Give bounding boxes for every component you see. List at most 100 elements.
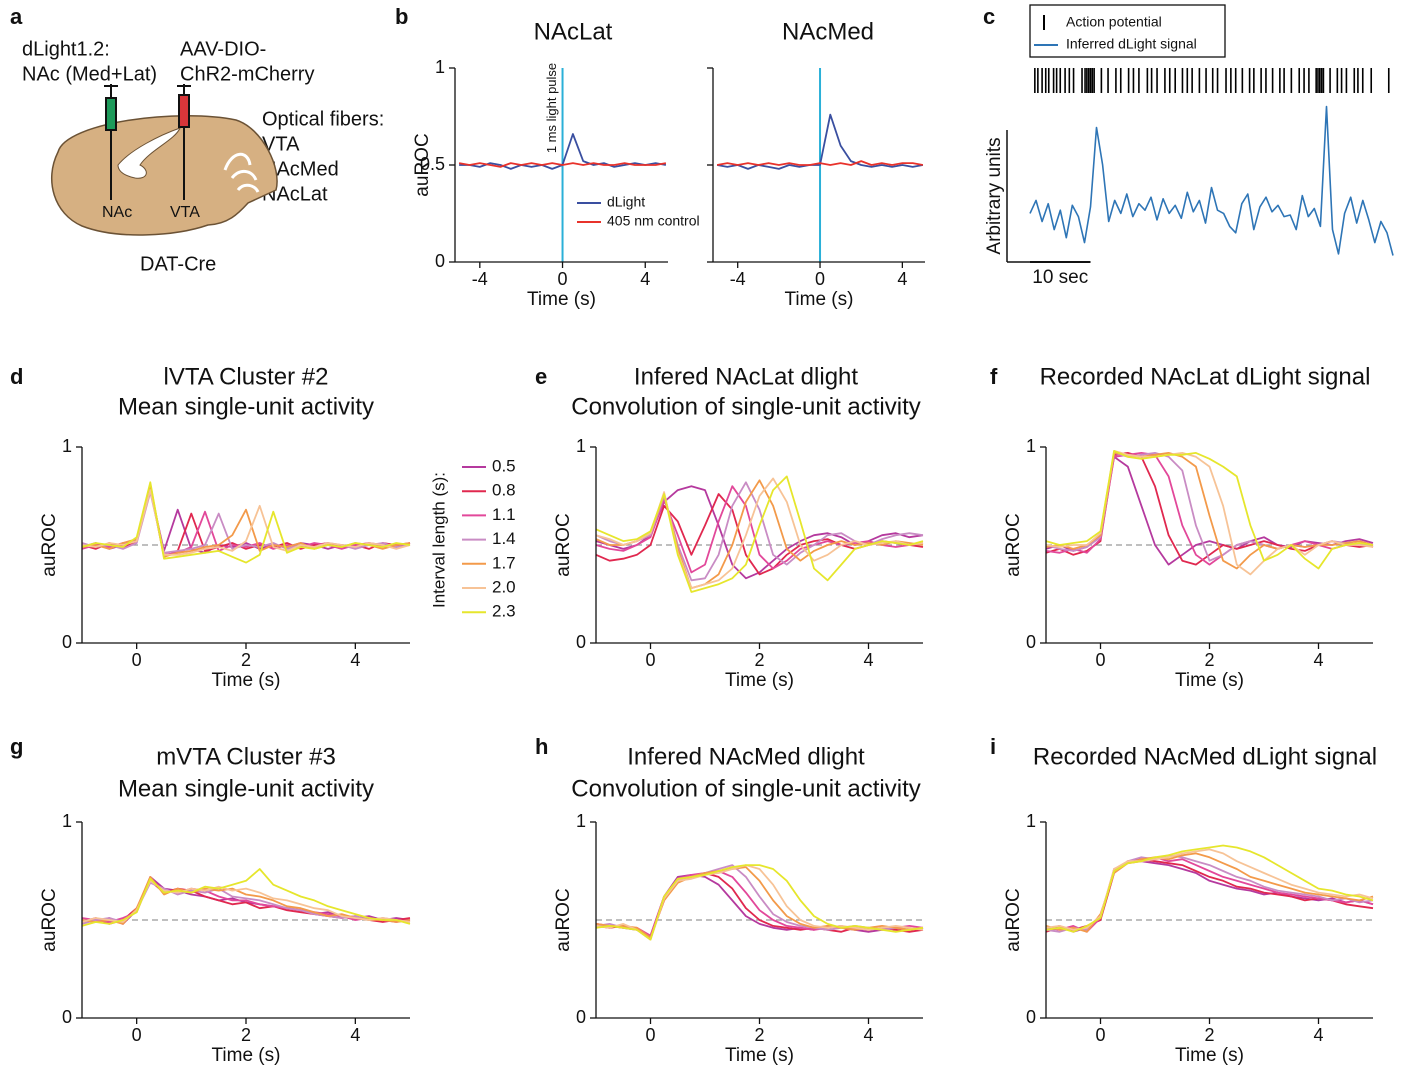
series-line bbox=[1045, 452, 1374, 566]
x-tick-label: 0 bbox=[558, 269, 568, 289]
x-tick-label: -4 bbox=[730, 269, 746, 289]
x-tick-label: 4 bbox=[350, 1025, 360, 1045]
legend-label: 1.1 bbox=[492, 505, 516, 524]
series-line bbox=[1045, 450, 1374, 576]
y-tick-label: 1 bbox=[576, 811, 586, 831]
legend-title: Interval length (s): bbox=[429, 472, 448, 608]
x-axis-label: Time (s) bbox=[527, 289, 596, 310]
chart-title: mVTA Cluster #3 bbox=[156, 743, 336, 770]
y-tick-label: 0 bbox=[1026, 632, 1036, 652]
x-axis-label: Time (s) bbox=[725, 1045, 794, 1066]
chart-subtitle: Mean single-unit activity bbox=[118, 775, 374, 802]
panel-label: a bbox=[10, 4, 23, 29]
y-tick-label: 1 bbox=[62, 811, 72, 831]
virus-label: dLight1.2: bbox=[22, 38, 110, 60]
x-tick-label: 4 bbox=[863, 650, 873, 670]
series-line bbox=[595, 866, 924, 939]
series-line bbox=[81, 489, 411, 556]
x-tick-label: 0 bbox=[132, 1025, 142, 1045]
y-axis-label: auROC bbox=[412, 133, 433, 196]
x-tick-label: 4 bbox=[1313, 1025, 1323, 1045]
x-tick-label: 2 bbox=[754, 1025, 764, 1045]
x-tick-label: 0 bbox=[645, 650, 655, 670]
trace-line bbox=[1029, 105, 1394, 256]
series-line bbox=[595, 485, 924, 574]
scale-bar-label: 10 sec bbox=[1032, 267, 1088, 288]
y-tick-label: 0 bbox=[1026, 1007, 1036, 1027]
chart-subtitle: Convolution of single-unit activity bbox=[571, 393, 921, 420]
panel-label: d bbox=[10, 364, 23, 389]
series-line bbox=[1045, 455, 1374, 566]
panel-label: i bbox=[990, 734, 996, 759]
virus-label: NAc (Med+Lat) bbox=[22, 63, 157, 85]
series-line bbox=[716, 113, 924, 170]
chart-title: NAcMed bbox=[782, 18, 874, 45]
y-tick-label: 0 bbox=[62, 1007, 72, 1027]
series-line bbox=[595, 864, 924, 941]
legend-label: 2.0 bbox=[492, 577, 516, 596]
legend-box bbox=[1029, 4, 1226, 58]
y-tick-label: 0 bbox=[435, 251, 445, 271]
syringe bbox=[178, 94, 190, 128]
x-tick-label: 2 bbox=[1204, 1025, 1214, 1045]
fiber-label: NAcLat bbox=[262, 183, 328, 205]
x-axis-label: Time (s) bbox=[725, 670, 794, 691]
cerebellum bbox=[223, 152, 260, 193]
panel-label: h bbox=[535, 734, 548, 759]
x-tick-label: 0 bbox=[645, 1025, 655, 1045]
chart-title: Infered NAcMed dlight bbox=[627, 743, 865, 770]
x-tick-label: 4 bbox=[1313, 650, 1323, 670]
panel-label: g bbox=[10, 734, 23, 759]
y-tick-label: 1 bbox=[435, 57, 445, 77]
event-label: 1 ms light pulse bbox=[544, 63, 559, 153]
y-axis-label: auROC bbox=[1003, 513, 1024, 576]
y-tick-label: 1 bbox=[62, 436, 72, 456]
series-line bbox=[458, 162, 667, 168]
x-tick-label: 2 bbox=[241, 1025, 251, 1045]
chart-title: Infered NAcLat dlight bbox=[634, 363, 858, 390]
virus-label: ChR2-mCherry bbox=[180, 63, 314, 85]
x-axis-label: Time (s) bbox=[212, 670, 281, 691]
series-line bbox=[595, 475, 924, 593]
legend-label: 2.3 bbox=[492, 602, 516, 621]
y-axis-label: Arbitrary units bbox=[984, 137, 1005, 254]
series-line bbox=[1045, 452, 1374, 570]
site-label: NAc bbox=[102, 204, 132, 221]
y-axis-label: auROC bbox=[39, 513, 60, 576]
legend-label: Inferred dLight signal bbox=[1066, 36, 1197, 52]
chart-subtitle: Convolution of single-unit activity bbox=[571, 775, 921, 802]
legend-label: 405 nm control bbox=[607, 213, 700, 229]
chart-title: Recorded NAcMed dLight signal bbox=[1033, 743, 1377, 770]
legend-label: 0.5 bbox=[492, 456, 516, 475]
y-axis-label: auROC bbox=[553, 888, 574, 951]
series-line bbox=[1045, 452, 1374, 566]
y-tick-label: 0 bbox=[576, 1007, 586, 1027]
panel-label: e bbox=[535, 364, 547, 389]
x-tick-label: 0 bbox=[815, 269, 825, 289]
y-tick-label: 1 bbox=[1026, 436, 1036, 456]
panel-label: c bbox=[983, 4, 995, 29]
chart-title: lVTA Cluster #2 bbox=[164, 363, 329, 390]
y-axis-label: auROC bbox=[1003, 888, 1024, 951]
schematic: a dLight1.2: NAc (Med+Lat) AAV-DIO- ChR2… bbox=[10, 4, 384, 275]
site-label: VTA bbox=[170, 204, 200, 221]
fiber-label: Optical fibers: bbox=[262, 108, 384, 130]
x-tick-label: 0 bbox=[132, 650, 142, 670]
series-line bbox=[81, 481, 411, 564]
x-tick-label: 4 bbox=[350, 650, 360, 670]
chart-subtitle: Mean single-unit activity bbox=[118, 393, 374, 420]
x-axis-label: Time (s) bbox=[785, 289, 854, 310]
x-tick-label: 4 bbox=[897, 269, 907, 289]
fiber-label: NAcMed bbox=[262, 158, 339, 180]
series-line bbox=[1045, 450, 1374, 570]
fiber-label: VTA bbox=[262, 133, 300, 155]
chart-title: NAcLat bbox=[534, 18, 613, 45]
y-tick-label: 0.5 bbox=[420, 154, 445, 174]
syringe bbox=[105, 97, 117, 131]
series-line bbox=[81, 491, 411, 554]
brain bbox=[50, 115, 278, 236]
x-axis-label: Time (s) bbox=[1175, 1045, 1244, 1066]
x-axis-label: Time (s) bbox=[212, 1045, 281, 1066]
